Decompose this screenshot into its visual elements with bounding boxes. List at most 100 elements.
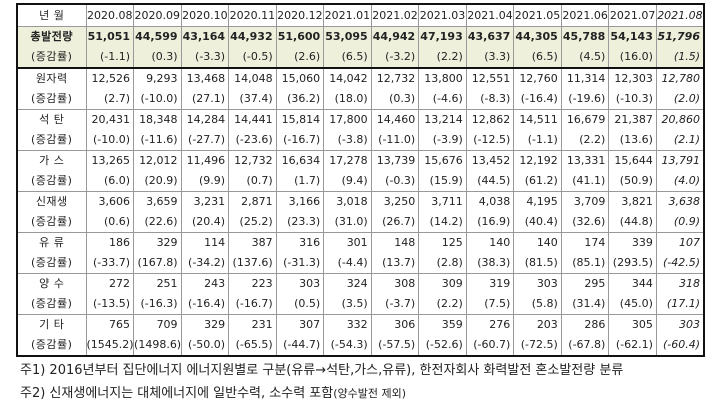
rate-cell: (167.8) <box>133 253 182 274</box>
value-cell: 4,038 <box>465 191 515 212</box>
rate-cell: (-13.5) <box>85 294 135 315</box>
rate-cell: (-3.2) <box>370 47 420 69</box>
value-row: 석 탄 20,431 18,348 14,284 14,441 15,814 17,800 1… <box>16 109 705 130</box>
rate-cell: (81.5) <box>513 253 562 274</box>
rate-cell: (0.7) <box>228 171 277 192</box>
value-cell: 203 <box>513 314 562 335</box>
rate-cell: (14.2) <box>418 212 467 233</box>
value-cell: 318 <box>655 273 705 294</box>
rate-row: (증감률) (1545.2) (1498.6) (-50.0) (-65.5) (-44.… <box>16 335 705 357</box>
footnote-2-small: (양수발전 제외) <box>333 387 407 400</box>
rate-cell: (2.2) <box>418 47 467 69</box>
value-cell: 43,637 <box>465 26 515 47</box>
rate-cell: (-44.7) <box>275 335 325 357</box>
value-row: 가 스 13,265 12,012 11,496 12,732 16,634 17,278 1… <box>16 150 705 171</box>
value-cell: 295 <box>560 273 610 294</box>
value-cell: 17,278 <box>323 150 372 171</box>
value-cell: 3,711 <box>418 191 467 212</box>
rate-cell: (-67.8) <box>560 335 610 357</box>
rate-cell: (-62.1) <box>608 335 657 357</box>
rate-cell: (44.8) <box>608 212 657 233</box>
rate-cell: (137.6) <box>228 253 277 274</box>
rate-cell: (-8.3) <box>465 89 515 110</box>
rate-label: (증감률) <box>16 294 87 315</box>
value-row: 신재생 3,606 3,659 3,231 2,871 3,166 3,018 3,250 3,… <box>16 191 705 212</box>
footnote-1: 주1) 2016년부터 집단에너지 에너지원별로 구분(유류→석탄,가스,유류)… <box>20 363 624 378</box>
value-cell: 13,265 <box>85 150 135 171</box>
month-header: 2021.07 <box>608 4 657 27</box>
rate-label: (증감률) <box>16 89 87 110</box>
value-cell: 308 <box>370 273 420 294</box>
value-cell: 307 <box>275 314 325 335</box>
value-cell: 51,600 <box>275 26 325 47</box>
rate-cell: (-10.0) <box>85 130 135 151</box>
value-cell: 51,051 <box>85 26 135 47</box>
rate-cell: (32.6) <box>560 212 610 233</box>
rate-cell: (13.6) <box>608 130 657 151</box>
value-cell: 303 <box>513 273 562 294</box>
rate-cell: (-1.1) <box>85 47 135 69</box>
rate-cell: (2.0) <box>655 89 705 110</box>
rate-cell: (-72.5) <box>513 335 562 357</box>
value-cell: 286 <box>560 314 610 335</box>
value-cell: 11,314 <box>560 68 610 89</box>
rate-cell: (-1.1) <box>513 130 562 151</box>
rate-label: (증감률) <box>16 335 87 357</box>
rate-cell: (31.0) <box>323 212 372 233</box>
value-cell: 16,634 <box>275 150 325 171</box>
rate-cell: (-54.3) <box>323 335 372 357</box>
value-cell: 301 <box>323 232 372 253</box>
value-cell: 12,862 <box>465 109 515 130</box>
rate-cell: (9.9) <box>180 171 230 192</box>
value-cell: 186 <box>85 232 135 253</box>
rate-cell: (-3.9) <box>418 130 467 151</box>
row-label: 가 스 <box>16 150 87 171</box>
row-label: 석 탄 <box>16 109 87 130</box>
value-row: 유 류 186 329 114 387 316 301 148 125 140 140 174 339 1… <box>16 232 705 253</box>
rate-cell: (16.9) <box>465 212 515 233</box>
rate-cell: (-3.7) <box>370 294 420 315</box>
rate-label: (증감률) <box>16 212 87 233</box>
value-cell: 12,760 <box>513 68 562 89</box>
value-cell: 45,788 <box>560 26 610 47</box>
month-header: 2020.12 <box>275 4 325 27</box>
power-generation-table: 년 월 2020.08 2020.09 2020.10 2020.11 2020.12 2… <box>16 3 705 357</box>
rate-cell: (0.6) <box>85 212 135 233</box>
rate-cell: (-11.0) <box>370 130 420 151</box>
value-cell: 251 <box>133 273 182 294</box>
rate-cell: (2.2) <box>418 294 467 315</box>
value-cell: 174 <box>560 232 610 253</box>
value-cell: 53,095 <box>323 26 372 47</box>
rate-cell: (15.9) <box>418 171 467 192</box>
header-label: 년 월 <box>16 4 87 27</box>
rate-row: (증감률) (-10.0) (-11.6) (-27.7) (-23.6) (-16.7)… <box>16 130 705 151</box>
rate-cell: (-4.6) <box>418 89 467 110</box>
rate-row: (증감률) (-13.5) (-16.3) (-16.4) (-16.7) (0.5) (3… <box>16 294 705 315</box>
month-header: 2021.03 <box>418 4 467 27</box>
value-cell: 140 <box>465 232 515 253</box>
rate-cell: (6.0) <box>85 171 135 192</box>
value-cell: 140 <box>513 232 562 253</box>
rate-cell: (6.5) <box>323 47 372 69</box>
value-cell: 3,231 <box>180 191 230 212</box>
rate-cell: (-3.8) <box>323 130 372 151</box>
rate-cell: (0.9) <box>655 212 705 233</box>
month-header: 2020.10 <box>180 4 230 27</box>
rate-cell: (17.1) <box>655 294 705 315</box>
rate-row: (증감률) (-33.7) (167.8) (-34.2) (137.6) (-31.3)… <box>16 253 705 274</box>
rate-cell: (38.3) <box>465 253 515 274</box>
value-cell: 20,860 <box>655 109 705 130</box>
value-cell: 13,468 <box>180 68 230 89</box>
month-header: 2020.11 <box>228 4 277 27</box>
rate-row: (증감률) (6.0) (20.9) (9.9) (0.7) (1.7) (9.4) (-0.… <box>16 171 705 192</box>
rate-cell: (6.5) <box>513 47 562 69</box>
value-cell: 709 <box>133 314 182 335</box>
rate-cell: (-10.3) <box>608 89 657 110</box>
rate-cell: (25.2) <box>228 212 277 233</box>
value-cell: 12,780 <box>655 68 705 89</box>
rate-cell: (-33.7) <box>85 253 135 274</box>
value-cell: 272 <box>85 273 135 294</box>
rate-cell: (45.0) <box>608 294 657 315</box>
rate-cell: (27.1) <box>180 89 230 110</box>
rate-cell: (4.0) <box>655 171 705 192</box>
